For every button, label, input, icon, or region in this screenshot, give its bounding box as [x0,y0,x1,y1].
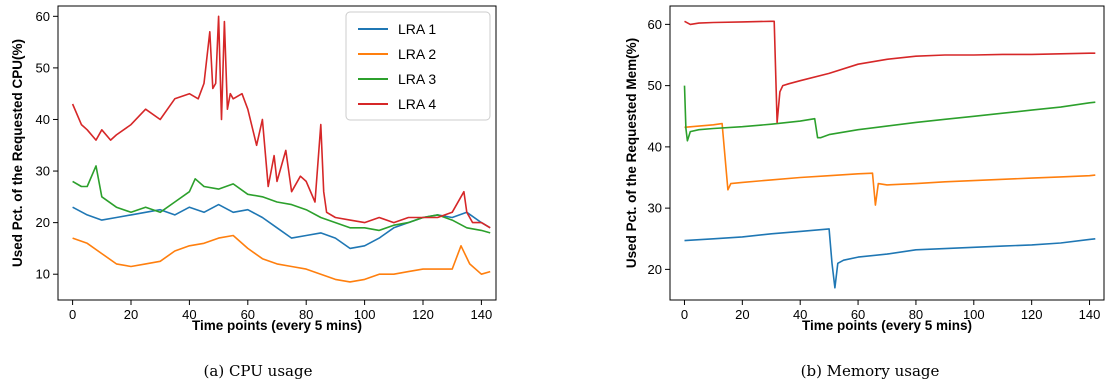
cpu-legend: LRA 1 LRA 2 LRA 3 LRA 4 [345,11,491,121]
mem-plot-lines [683,20,1096,289]
mem-series-line-4 [684,20,1096,124]
mem-x-ticks: 0 20 40 60 80 100 120 140 [681,300,1101,322]
cpu-x-ticks: 0 20 40 60 80 100 120 140 [69,300,492,322]
mem-series-line-1 [684,228,1096,289]
mem-x-tick-label: 40 [793,307,807,322]
mem-x-tick-label: 0 [681,307,688,322]
cpu-y-tick-label: 60 [36,9,50,24]
mem-y-tick-label: 50 [648,78,662,93]
cpu-y-tick-label: 20 [36,215,50,230]
cpu-plot-frame [57,5,497,301]
cpu-x-axis-title: Time points (every 5 mins) [192,318,362,333]
mem-y-ticks: 20 30 40 50 60 [648,17,670,277]
cpu-x-tick-label: 140 [471,307,493,322]
cpu-y-tick-label: 30 [36,164,50,179]
cpu-x-tick-label: 60 [241,307,255,322]
mem-y-tick-label: 40 [648,139,662,154]
mem-y-axis-title: Used Pct. of the Requested Mem(%) [624,38,639,268]
cpu-x-tick-label: 120 [412,307,434,322]
mem-series-line-2 [684,122,1096,206]
mem-y-tick-label: 30 [648,201,662,216]
cpu-series-line-3 [72,165,491,234]
mem-plot-frame [669,5,1105,301]
legend-label-3: LRA 3 [398,71,436,87]
cpu-x-tick-label: 40 [182,307,196,322]
mem-x-tick-label: 100 [963,307,985,322]
cpu-y-tick-label: 10 [36,267,50,282]
cpu-plot-lines [71,15,491,283]
mem-x-tick-label: 140 [1079,307,1101,322]
legend-label-4: LRA 4 [398,96,436,112]
legend-label-1: LRA 1 [398,21,436,37]
cpu-y-axis-title: Used Pct. of the Requested CPU(%) [10,39,25,267]
mem-y-tick-label: 20 [648,262,662,277]
mem-x-tick-label: 80 [909,307,923,322]
cpu-y-ticks: 10 20 30 40 50 60 [36,9,58,282]
cpu-y-tick-label: 50 [36,60,50,75]
cpu-usage-chart: 10 20 30 40 50 60 0 20 40 60 80 100 120 140 Time poi… [10,5,497,380]
cpu-caption: (a) CPU usage [204,362,313,380]
mem-y-tick-label: 60 [648,17,662,32]
mem-series-line-3 [683,85,1096,142]
legend-label-2: LRA 2 [398,46,436,62]
cpu-x-tick-label: 20 [124,307,138,322]
mem-x-axis-title: Time points (every 5 mins) [802,318,972,333]
mem-x-tick-label: 60 [851,307,865,322]
mem-x-tick-label: 20 [735,307,749,322]
mem-caption: (b) Memory usage [801,362,940,380]
cpu-x-tick-label: 0 [69,307,76,322]
cpu-x-tick-label: 100 [354,307,376,322]
legend-box [345,11,491,121]
cpu-y-tick-label: 40 [36,112,50,127]
memory-usage-chart: 20 30 40 50 60 0 20 40 60 80 100 120 140 Time point… [624,5,1105,380]
mem-x-tick-label: 120 [1021,307,1043,322]
cpu-series-line-4 [71,15,491,229]
cpu-x-tick-label: 80 [299,307,313,322]
cpu-series-line-2 [72,234,491,283]
